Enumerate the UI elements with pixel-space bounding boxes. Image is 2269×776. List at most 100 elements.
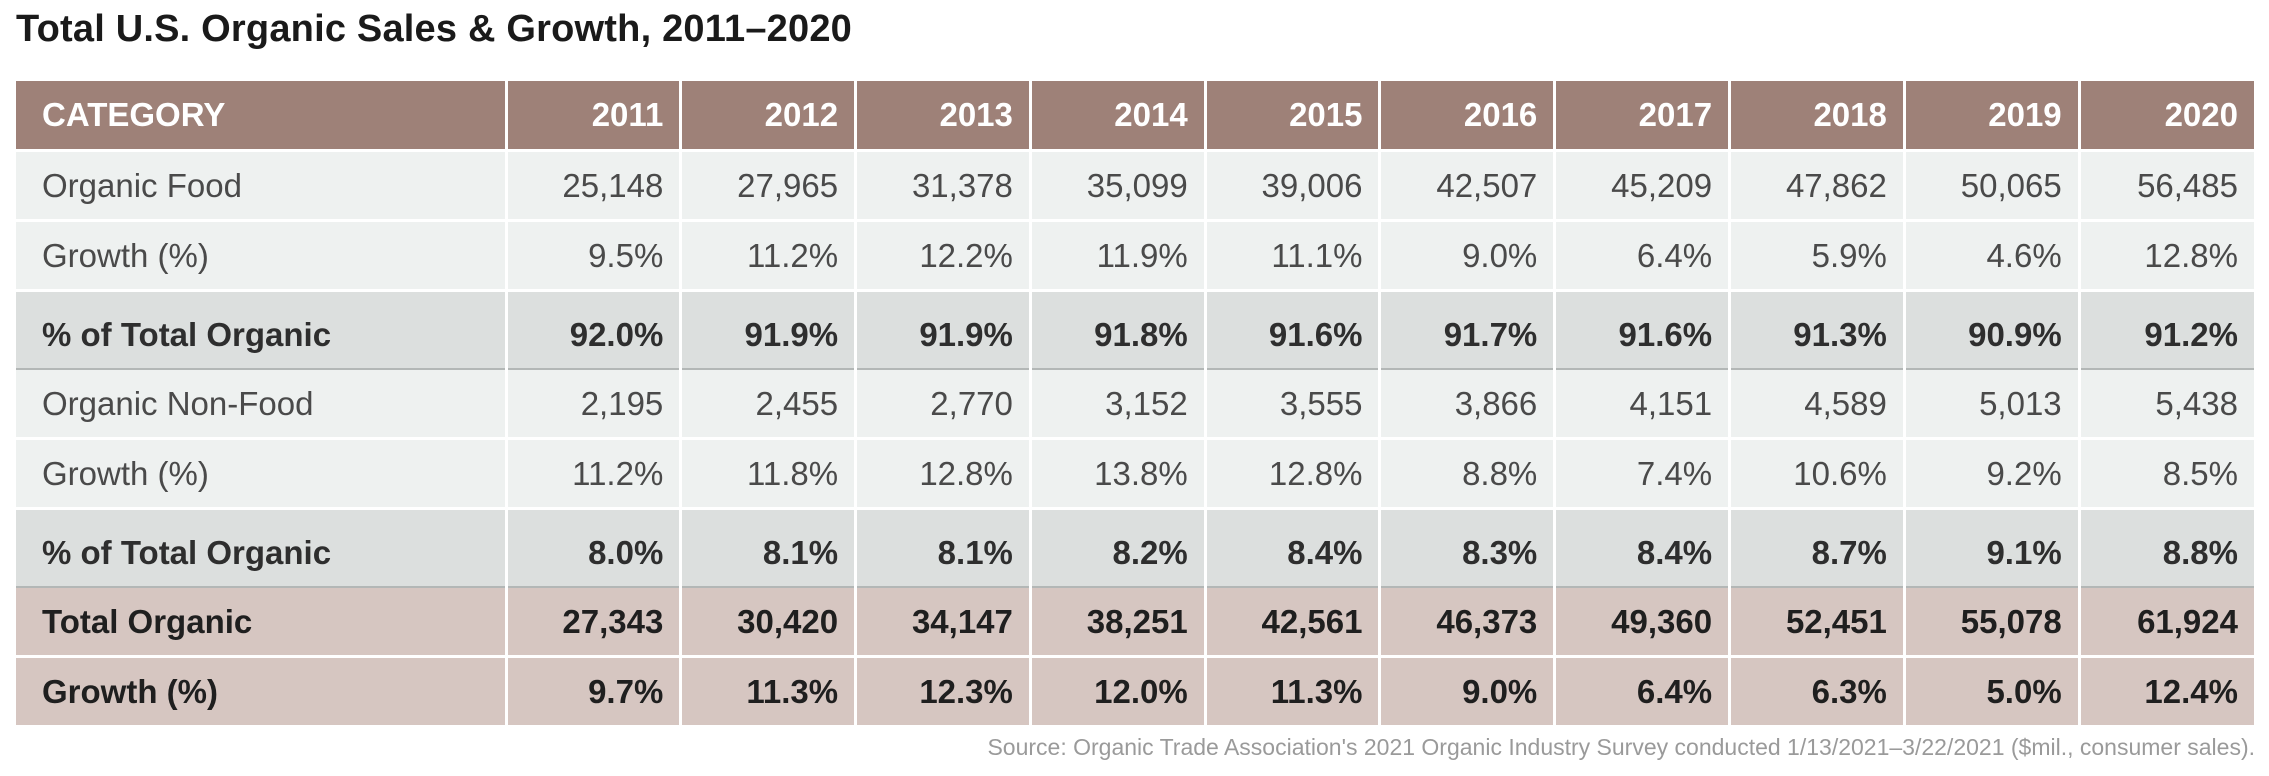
column-header: 2016 [1378, 81, 1555, 152]
table-row: Growth (%) 11.2% 11.8% 12.8% 13.8% 12.8% 8.8% 7… [16, 438, 2254, 510]
table-cell: 4,151 [1553, 369, 1730, 440]
column-header: 2013 [854, 81, 1031, 152]
table-cell: 91.9% [679, 290, 856, 370]
table-cell: 46,373 [1378, 587, 1555, 658]
table-cell: 91.9% [854, 290, 1031, 370]
table-cell: 42,561 [1203, 587, 1380, 658]
table-cell: 55,078 [1902, 587, 2080, 658]
table-cell: 27,965 [679, 150, 856, 222]
table-cell: 8.7% [1728, 508, 1905, 588]
row-label: Organic Non-Food [16, 369, 506, 440]
table-cell: 10.6% [1728, 438, 1905, 510]
table-cell: 91.8% [1028, 290, 1206, 370]
table-cell: 92.0% [504, 290, 681, 370]
table-row: % of Total Organic 92.0% 91.9% 91.9% 91.8% 91… [16, 290, 2254, 370]
table-cell: 91.2% [2077, 290, 2254, 370]
table-cell: 8.0% [504, 508, 681, 588]
table-cell: 9.7% [504, 656, 681, 728]
table-cell: 12.3% [854, 656, 1031, 728]
table-cell: 12.4% [2077, 656, 2254, 728]
table-row: Total Organic 27,343 30,420 34,147 38,251 42,… [16, 587, 2254, 658]
column-header: 2019 [1902, 81, 2080, 152]
table-cell: 61,924 [2077, 587, 2254, 658]
table-cell: 8.3% [1378, 508, 1555, 588]
table-cell: 12.8% [1203, 438, 1380, 510]
organic-sales-table: CATEGORY 2011 2012 2013 2014 2015 2016 2… [16, 81, 2254, 728]
table-cell: 9.0% [1378, 220, 1555, 292]
table-cell: 11.3% [679, 656, 856, 728]
row-label: % of Total Organic [16, 508, 506, 588]
table-cell: 9.5% [504, 220, 681, 292]
table-body: Organic Food 25,148 27,965 31,378 35,099 39,0… [16, 150, 2254, 728]
row-label: Growth (%) [16, 438, 506, 510]
column-header: 2015 [1203, 81, 1380, 152]
table-cell: 11.9% [1028, 220, 1206, 292]
row-label: Organic Food [16, 150, 506, 222]
table-cell: 42,507 [1378, 150, 1555, 222]
table-cell: 3,555 [1203, 369, 1380, 440]
table-cell: 25,148 [504, 150, 681, 222]
table-cell: 3,866 [1378, 369, 1555, 440]
table-cell: 90.9% [1902, 290, 2080, 370]
table-cell: 30,420 [679, 587, 856, 658]
table-cell: 8.1% [679, 508, 856, 588]
column-header: 2017 [1553, 81, 1730, 152]
table-cell: 8.4% [1553, 508, 1730, 588]
table-cell: 47,862 [1728, 150, 1905, 222]
table-cell: 2,195 [504, 369, 681, 440]
table-row: Organic Food 25,148 27,965 31,378 35,099 39,0… [16, 150, 2254, 222]
table-cell: 6.4% [1553, 656, 1730, 728]
table-row: Growth (%) 9.5% 11.2% 12.2% 11.9% 11.1% 9.0% 6.… [16, 220, 2254, 292]
table-cell: 9.1% [1902, 508, 2080, 588]
table-cell: 91.6% [1553, 290, 1730, 370]
table-cell: 35,099 [1028, 150, 1206, 222]
table-cell: 9.0% [1378, 656, 1555, 728]
table-cell: 12.0% [1028, 656, 1206, 728]
table-cell: 4,589 [1728, 369, 1905, 440]
table-cell: 5,013 [1902, 369, 2080, 440]
table-cell: 6.3% [1728, 656, 1905, 728]
table-cell: 5.9% [1728, 220, 1905, 292]
table-cell: 6.4% [1553, 220, 1730, 292]
table-cell: 7.4% [1553, 438, 1730, 510]
table-cell: 8.8% [2077, 508, 2254, 588]
table-row: % of Total Organic 8.0% 8.1% 8.1% 8.2% 8.4% 8.… [16, 508, 2254, 588]
table-cell: 31,378 [854, 150, 1031, 222]
table-cell: 8.8% [1378, 438, 1555, 510]
table-cell: 11.8% [679, 438, 856, 510]
table-cell: 12.8% [2077, 220, 2254, 292]
table-cell: 11.3% [1203, 656, 1380, 728]
table-cell: 12.8% [854, 438, 1031, 510]
row-label: % of Total Organic [16, 290, 506, 370]
column-header: CATEGORY [16, 81, 506, 152]
table-cell: 45,209 [1553, 150, 1730, 222]
table-cell: 3,152 [1028, 369, 1206, 440]
table-cell: 52,451 [1728, 587, 1905, 658]
table-cell: 12.2% [854, 220, 1031, 292]
table-cell: 5.0% [1902, 656, 2080, 728]
table-cell: 11.2% [504, 438, 681, 510]
page-title: Total U.S. Organic Sales & Growth, 2011–… [16, 8, 852, 50]
table-row: Organic Non-Food 2,195 2,455 2,770 3,152 3,55… [16, 369, 2254, 440]
column-header: 2011 [504, 81, 681, 152]
row-label: Total Organic [16, 587, 506, 658]
table-cell: 9.2% [1902, 438, 2080, 510]
table-cell: 27,343 [504, 587, 681, 658]
table-cell: 8.1% [854, 508, 1031, 588]
table-cell: 11.2% [679, 220, 856, 292]
table-cell: 11.1% [1203, 220, 1380, 292]
column-header: 2018 [1728, 81, 1905, 152]
table-cell: 13.8% [1028, 438, 1206, 510]
source-note: Source: Organic Trade Association's 2021… [987, 734, 2255, 760]
table-cell: 91.6% [1203, 290, 1380, 370]
column-header: 2012 [679, 81, 856, 152]
table-cell: 5,438 [2077, 369, 2254, 440]
table-cell: 8.2% [1028, 508, 1206, 588]
table-cell: 2,770 [854, 369, 1031, 440]
table-cell: 50,065 [1902, 150, 2080, 222]
table-cell: 39,006 [1203, 150, 1380, 222]
table-cell: 2,455 [679, 369, 856, 440]
table-cell: 56,485 [2077, 150, 2254, 222]
table-cell: 4.6% [1902, 220, 2080, 292]
table-cell: 49,360 [1553, 587, 1730, 658]
